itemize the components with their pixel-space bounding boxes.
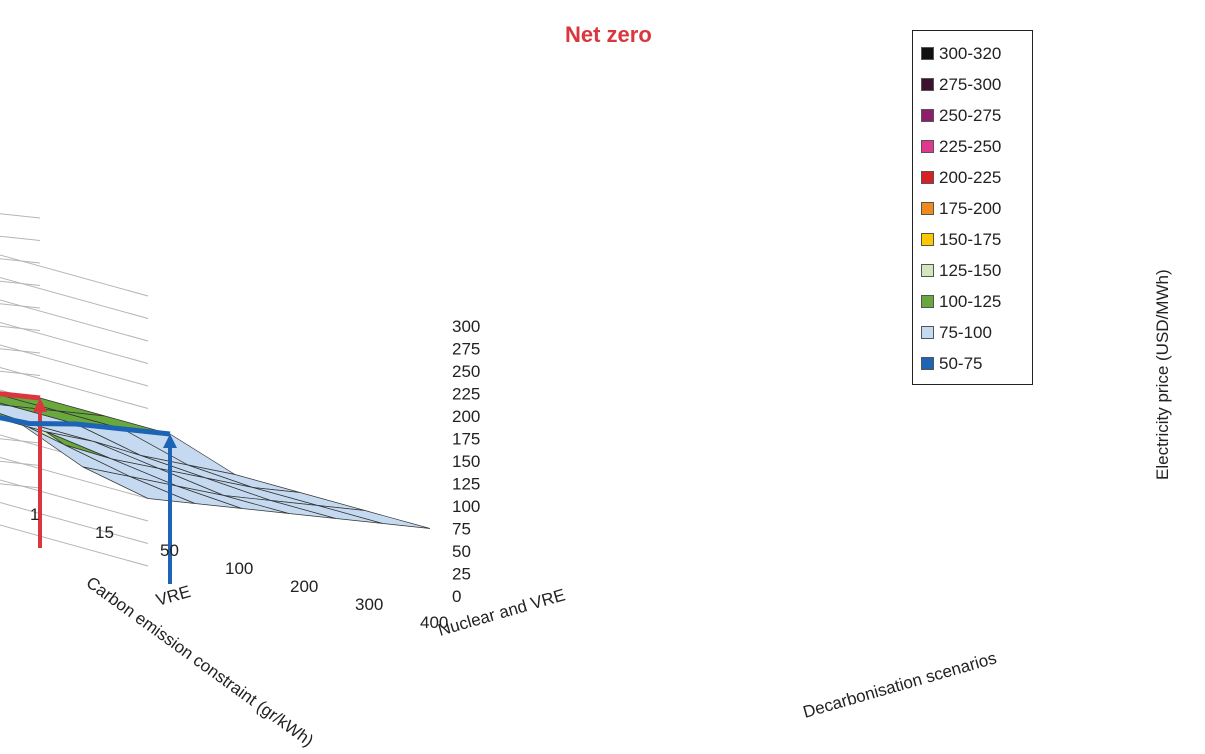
legend-swatch xyxy=(921,202,934,215)
grid-line xyxy=(0,303,41,309)
price-surface xyxy=(0,393,431,529)
grid-line xyxy=(0,276,149,319)
legend-label: 200-225 xyxy=(939,167,1002,187)
legend-item: 50-75 xyxy=(921,348,1026,379)
legend-label: 75-100 xyxy=(939,322,992,342)
grid-line xyxy=(0,235,41,241)
x-tick-label: 1 xyxy=(30,505,39,524)
highlight-paths xyxy=(0,391,177,584)
net-zero-annotation: Net zero xyxy=(565,22,652,47)
z-tick-label: 100 xyxy=(452,497,480,516)
legend-label: 250-275 xyxy=(939,105,1002,125)
z-tick-label: 0 xyxy=(452,587,461,606)
x-axis-title: Carbon emission constraint (gr/kWh) xyxy=(83,573,317,751)
grid-line xyxy=(0,321,149,364)
legend-label: 125-150 xyxy=(939,260,1002,280)
legend: 300-320 275-300 250-275 225-250 200-225 175-2… xyxy=(912,30,1033,385)
net-zero-path-arrowhead xyxy=(33,398,47,412)
grid-line xyxy=(0,456,149,499)
z-tick-label: 25 xyxy=(452,565,471,584)
legend-item: 100-125 xyxy=(921,286,1026,317)
z-tick-label: 200 xyxy=(452,407,480,426)
legend-label: 175-200 xyxy=(939,198,1002,218)
z-tick-label: 75 xyxy=(452,520,471,539)
x-tick-label: 200 xyxy=(290,577,318,596)
grid-line xyxy=(0,524,149,567)
legend-swatch xyxy=(921,140,934,153)
z-tick-label: 250 xyxy=(452,362,480,381)
legend-item: 125-150 xyxy=(921,255,1026,286)
grid-line xyxy=(0,299,149,342)
x-tick-label: 15 xyxy=(95,523,114,542)
legend-item: 150-175 xyxy=(921,224,1026,255)
legend-swatch xyxy=(921,78,934,91)
grid-line xyxy=(0,280,41,286)
grid-line xyxy=(0,254,149,297)
legend-swatch xyxy=(921,171,934,184)
legend-swatch xyxy=(921,233,934,246)
legend-item: 175-200 xyxy=(921,193,1026,224)
legend-swatch xyxy=(921,264,934,277)
legend-item: 225-250 xyxy=(921,131,1026,162)
legend-swatch xyxy=(921,47,934,60)
grid-line xyxy=(0,479,149,522)
grid-line xyxy=(0,348,41,354)
surface-cell xyxy=(317,505,431,529)
legend-label: 300-320 xyxy=(939,43,1002,63)
grid-line xyxy=(0,370,41,376)
z-tick-label: 275 xyxy=(452,340,480,359)
net-zero-path xyxy=(0,391,41,401)
axis-walls xyxy=(0,213,149,567)
grid-line xyxy=(0,501,149,544)
legend-swatch xyxy=(921,326,934,339)
legend-label: 150-175 xyxy=(939,229,1002,249)
grid-line xyxy=(0,325,41,331)
z-tick-label: 300 xyxy=(452,317,480,336)
legend-label: 100-125 xyxy=(939,291,1002,311)
legend-item: 75-100 xyxy=(921,317,1026,348)
x-tick-label: 100 xyxy=(225,559,253,578)
legend-swatch xyxy=(921,109,934,122)
legend-label: 50-75 xyxy=(939,353,983,373)
z-tick-label: 50 xyxy=(452,542,471,561)
legend-swatch xyxy=(921,295,934,308)
grid-line xyxy=(0,366,149,409)
legend-label: 225-250 xyxy=(939,136,1002,156)
legend-swatch xyxy=(921,357,934,370)
grid-line xyxy=(0,483,41,489)
z-tick-label: 175 xyxy=(452,430,480,449)
z-axis-title: Electricity price (USD/MWh) xyxy=(1153,269,1172,480)
grid-line xyxy=(0,213,41,219)
50-gr-path-arrowhead xyxy=(163,434,177,448)
legend-item: 275-300 xyxy=(921,69,1026,100)
z-tick-label: 125 xyxy=(452,475,480,494)
legend-label: 275-300 xyxy=(939,74,1002,94)
legend-item: 200-225 xyxy=(921,162,1026,193)
x-tick-label: 400 xyxy=(420,613,448,632)
z-tick-label: 225 xyxy=(452,385,480,404)
legend-item: 250-275 xyxy=(921,100,1026,131)
z-tick-label: 150 xyxy=(452,452,480,471)
y-tick-label: VRE xyxy=(154,582,193,610)
grid-line xyxy=(0,344,149,387)
50-gr-path xyxy=(0,415,171,437)
grid-line xyxy=(0,460,41,466)
x-tick-label: 50 xyxy=(160,541,179,560)
y-axis-title: Decarbonisation scenarios xyxy=(801,648,999,721)
grid-line xyxy=(0,258,41,264)
x-tick-label: 300 xyxy=(355,595,383,614)
legend-item: 300-320 xyxy=(921,38,1026,69)
